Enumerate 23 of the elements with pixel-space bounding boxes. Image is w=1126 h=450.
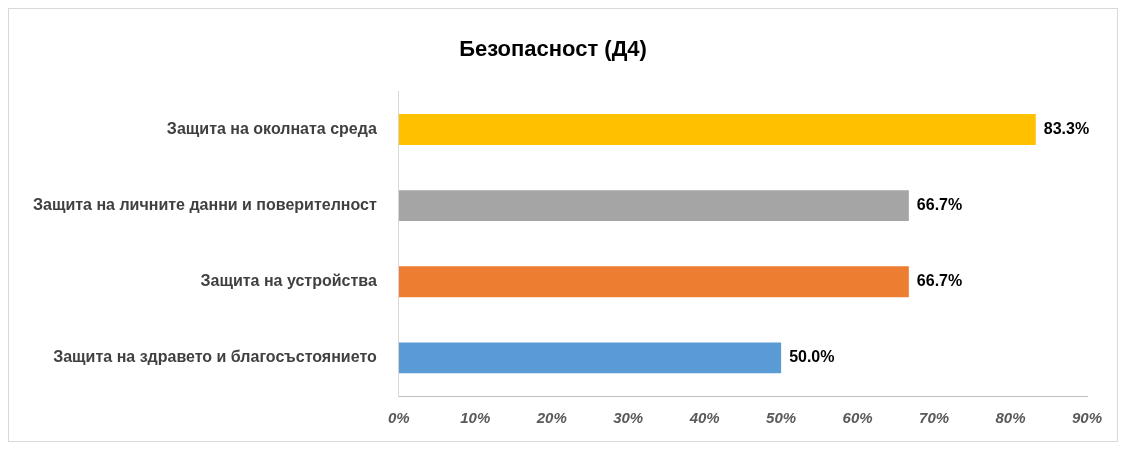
bar: [398, 114, 1036, 145]
x-tick-label: 0%: [387, 409, 410, 427]
y-tick-label: Защита на околната среда: [166, 119, 377, 137]
x-tick-label: 60%: [842, 409, 873, 427]
data-label: 66.7%: [916, 196, 963, 214]
x-tick-label: 30%: [613, 409, 644, 427]
x-tick-label: 10%: [460, 409, 491, 427]
data-label: 83.3%: [1043, 119, 1090, 137]
x-tick-label: 20%: [535, 409, 567, 427]
x-tick-label: 90%: [1071, 409, 1103, 427]
bar: [398, 190, 909, 222]
data-label: 50.0%: [789, 348, 835, 366]
x-tick-label: 70%: [919, 409, 950, 427]
x-tick-label: 50%: [766, 409, 797, 427]
bar: [398, 266, 909, 298]
y-tick-label: Защита на устройства: [200, 272, 377, 290]
y-tick-label: Защита на здравето и благосъстоянието: [53, 348, 378, 366]
x-tick-label: 40%: [688, 409, 720, 427]
data-label: 66.7%: [916, 272, 963, 290]
x-tick-label: 80%: [995, 409, 1026, 427]
chart-title: Безопасност (Д4): [459, 36, 647, 62]
bar: [398, 342, 782, 374]
y-tick-label: Защита на личните данни и поверителност: [32, 196, 377, 214]
